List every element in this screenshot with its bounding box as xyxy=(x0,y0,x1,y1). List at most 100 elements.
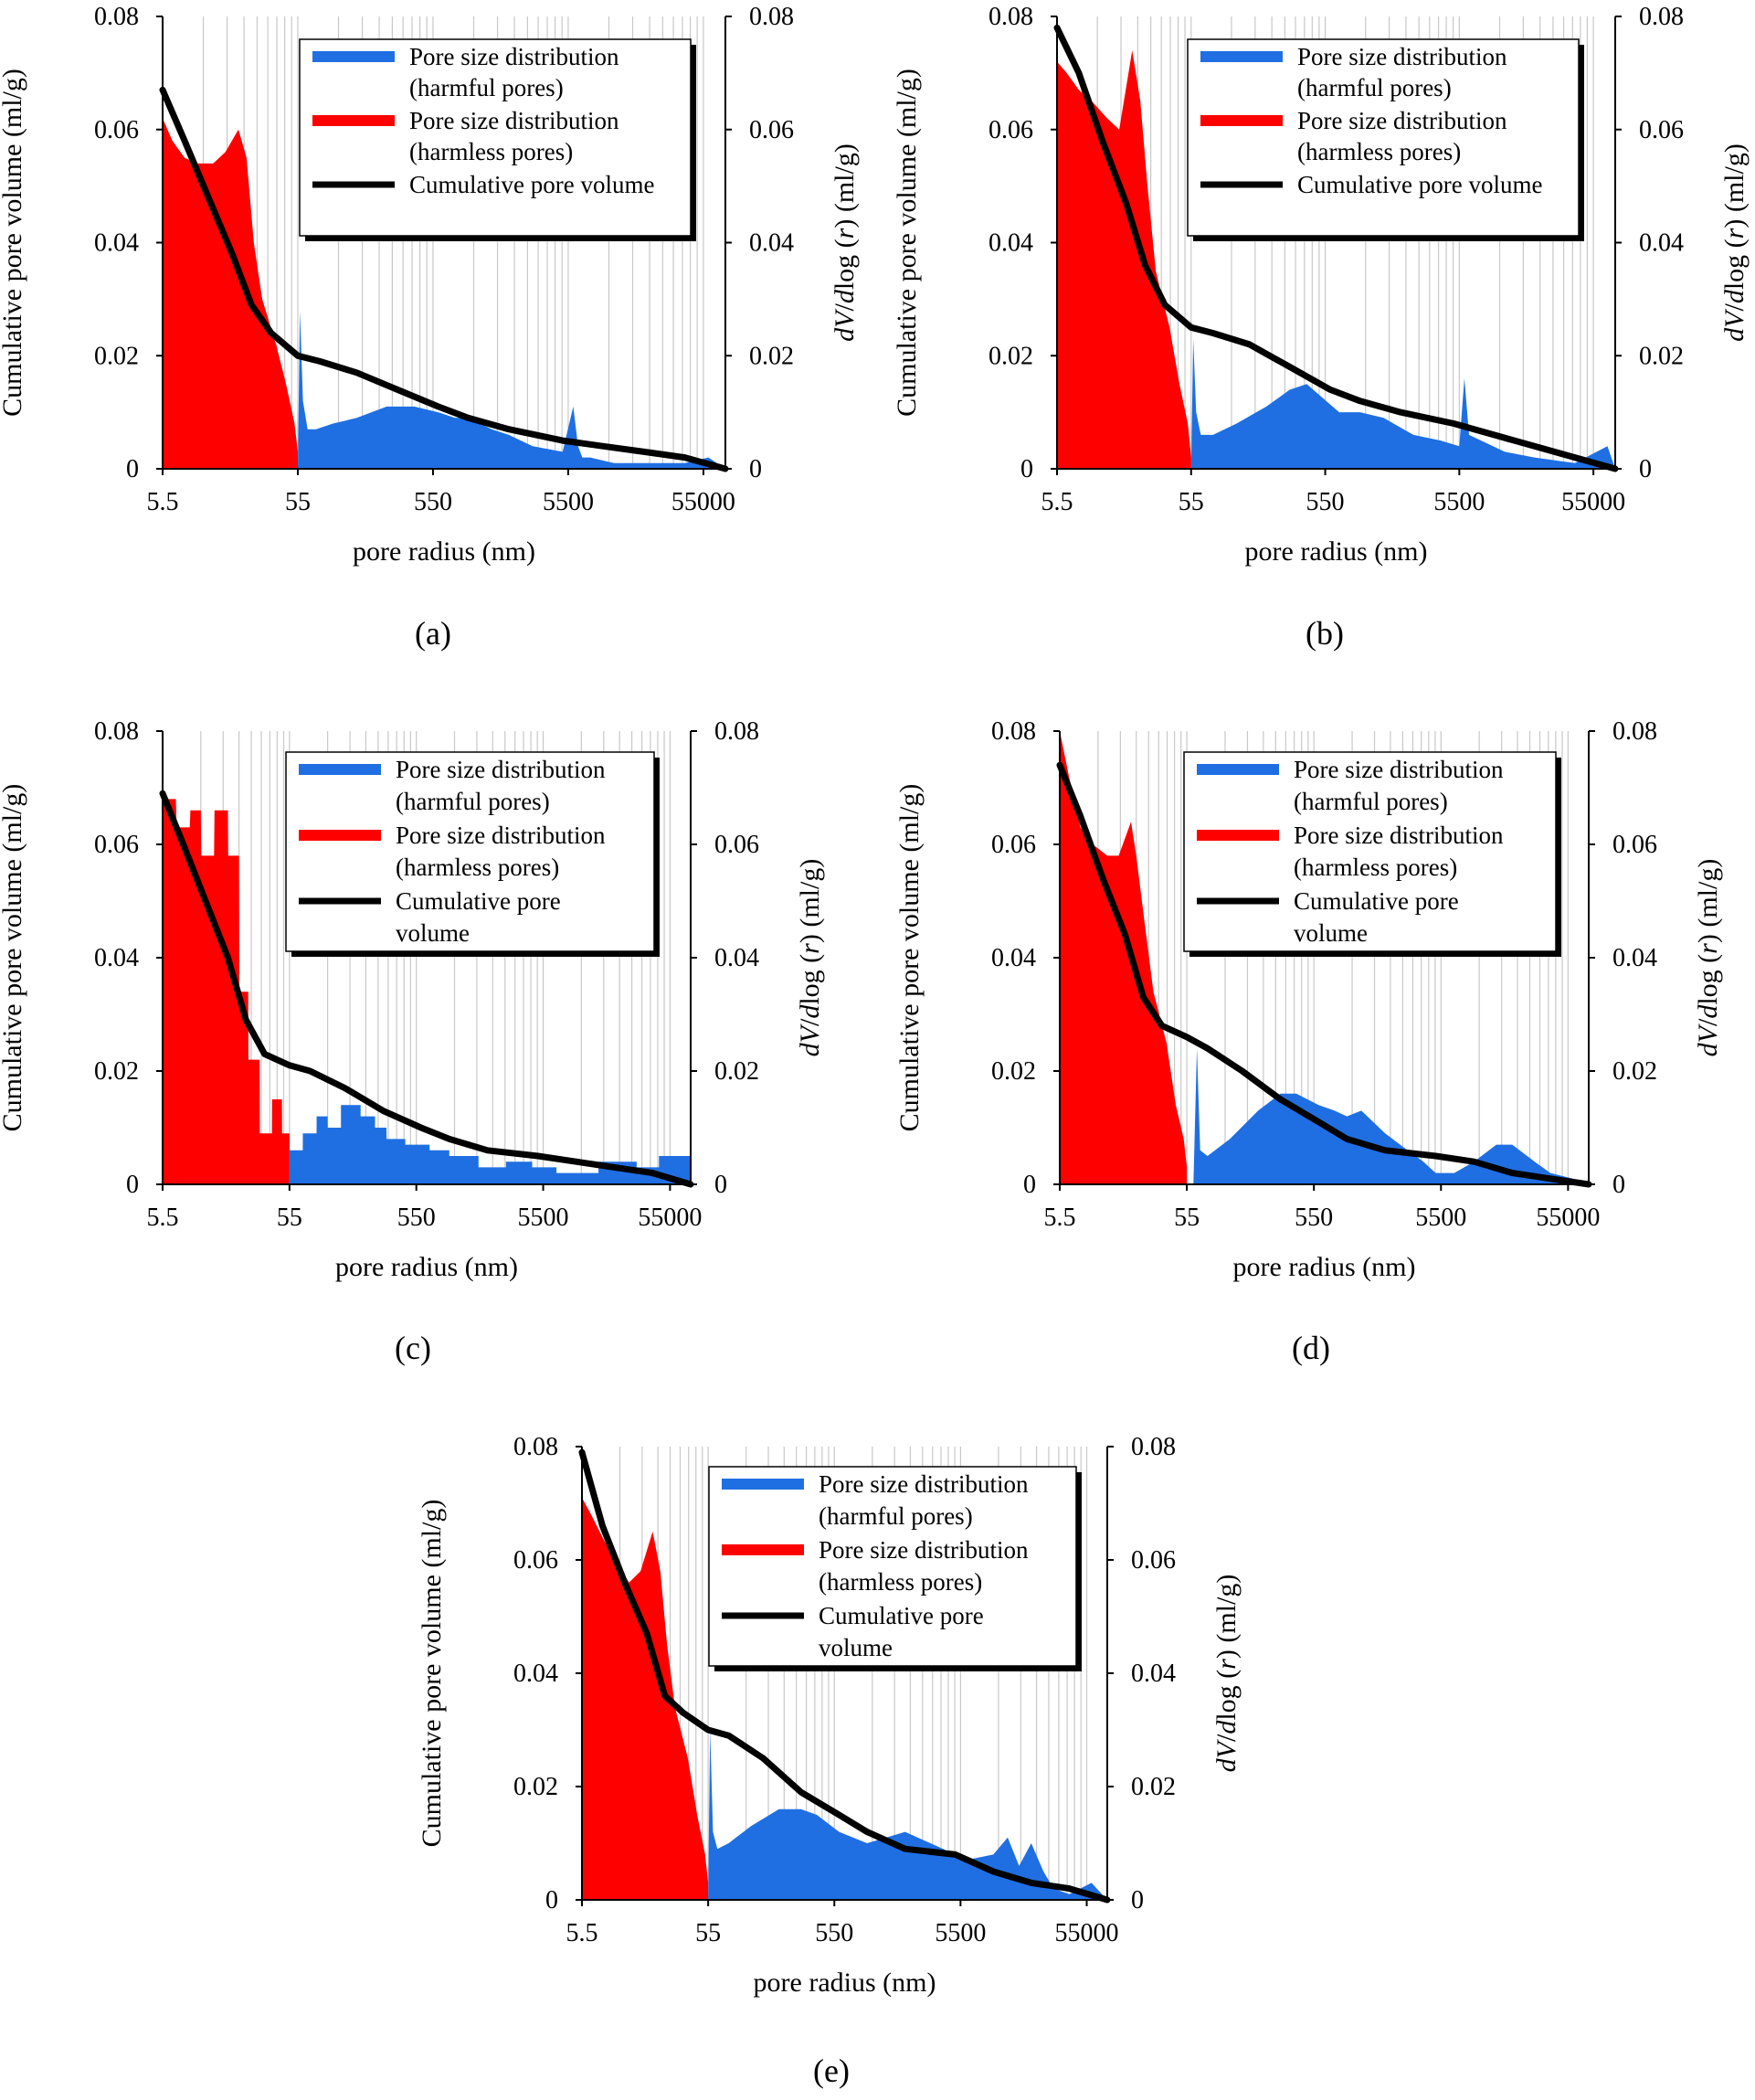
y-tick-label-left: 0.06 xyxy=(513,1546,558,1575)
x-axis-label: pore radius (nm) xyxy=(1245,536,1428,567)
legend-swatch-harmless xyxy=(1200,115,1283,126)
x-tick-label: 5500 xyxy=(1433,488,1485,516)
y-axis-label-right-part: r xyxy=(1719,228,1750,239)
chart-panel-d: 0 0 0.02 0.02 0.04 0.04 0.06 0.06 0.08 0.08 5.5 55 5… xyxy=(894,717,1723,1366)
x-tick-label: 5500 xyxy=(935,1919,986,1947)
panel-caption: (d) xyxy=(1292,1330,1330,1366)
legend-label: (harmless pores) xyxy=(409,138,573,165)
y-axis-label-right-part: dV xyxy=(795,1023,825,1056)
x-tick-label: 55 xyxy=(1179,488,1204,516)
legend-box xyxy=(708,1466,1077,1667)
panel-caption: (e) xyxy=(813,2052,850,2089)
x-tick-label: 5.5 xyxy=(566,1919,598,1947)
panel-caption: (c) xyxy=(395,1330,431,1366)
legend-label: (harmless pores) xyxy=(396,854,559,881)
series-area-harmful xyxy=(297,310,725,469)
y-tick-label-right: 0.06 xyxy=(714,831,759,859)
legend-swatch-harmful xyxy=(312,51,395,62)
x-tick-label: 550 xyxy=(414,488,452,516)
y-tick-label-left: 0.04 xyxy=(94,944,139,972)
y-axis-label-right-part: d xyxy=(830,289,860,303)
y-tick-label-right: 0 xyxy=(1612,1171,1625,1199)
y-tick-label-left: 0.02 xyxy=(513,1773,558,1801)
y-tick-label-right: 0.06 xyxy=(1639,116,1684,144)
y-tick-label-right: 0.04 xyxy=(1639,229,1684,258)
legend-label: Pore size distribution xyxy=(396,756,606,783)
y-tick-label-right: 0.02 xyxy=(1612,1057,1657,1086)
y-axis-label-left: Cumulative pore volume (ml/g) xyxy=(417,1500,447,1848)
series-line-cumulative xyxy=(159,790,694,1188)
y-axis-label-right-part: log ( xyxy=(1211,1670,1242,1721)
y-axis-label-right: dV/dlog (r) (ml/g) xyxy=(795,859,825,1057)
y-tick-label-left: 0.06 xyxy=(94,831,139,859)
y-tick-label-right: 0.08 xyxy=(1639,3,1684,31)
y-tick-label-right: 0.08 xyxy=(749,3,794,31)
legend-swatch-harmless xyxy=(722,1544,804,1555)
y-axis-label-right-part: r xyxy=(830,228,860,239)
x-axis-label: pore radius (nm) xyxy=(754,1967,936,1998)
y-tick-label-right: 0.08 xyxy=(714,717,759,746)
y-axis-label-right-part: r xyxy=(1211,1659,1242,1670)
y-tick-label-left: 0.04 xyxy=(991,944,1036,972)
legend-label: (harmful pores) xyxy=(409,74,564,101)
y-tick-label-left: 0.04 xyxy=(989,229,1033,258)
series-line-cumulative xyxy=(1053,24,1619,472)
series-area-harmless xyxy=(163,799,290,1184)
y-tick-label-left: 0.08 xyxy=(94,717,139,746)
y-tick-label-right: 0.04 xyxy=(1612,944,1657,972)
y-tick-label-right: 0.02 xyxy=(1131,1773,1176,1801)
legend-swatch-harmful xyxy=(299,764,381,775)
x-tick-label: 5.5 xyxy=(147,1204,179,1232)
chart-panel-e: 0 0 0.02 0.02 0.04 0.04 0.06 0.06 0.08 0.08 5.5 55 5… xyxy=(417,1433,1242,2089)
y-tick-label-left: 0.04 xyxy=(94,229,139,258)
legend-swatch-harmless xyxy=(299,830,381,841)
legend-box xyxy=(285,751,655,952)
y-tick-label-right: 0.08 xyxy=(1612,717,1657,746)
legend-label: Cumulative pore volume xyxy=(1297,171,1542,198)
chart-panel-a: 0 0 0.02 0.02 0.04 0.04 0.06 0.06 0.08 0.08 5.5 55 5… xyxy=(0,3,860,652)
legend-label: Cumulative pore volume xyxy=(409,171,654,198)
y-tick-label-right: 0 xyxy=(1131,1886,1144,1914)
legend-label: volume xyxy=(819,1634,893,1661)
y-tick-label-right: 0.04 xyxy=(714,944,759,972)
y-axis-label-right-part: / xyxy=(795,1018,825,1026)
y-tick-label-left: 0.02 xyxy=(94,1057,139,1086)
legend-box xyxy=(1187,38,1580,237)
legend-label: Cumulative pore xyxy=(1294,887,1459,915)
x-tick-label: 550 xyxy=(397,1204,436,1232)
x-tick-label: 55000 xyxy=(1055,1919,1119,1947)
legend-label: (harmful pores) xyxy=(1297,74,1452,101)
x-tick-label: 550 xyxy=(1295,1204,1333,1232)
y-axis-label-right-part: / xyxy=(1211,1734,1242,1742)
y-axis-label-left: Cumulative pore volume (ml/g) xyxy=(892,69,922,417)
series-area-harmful xyxy=(1190,338,1615,469)
y-tick-label-left: 0.08 xyxy=(991,717,1036,746)
legend-label: volume xyxy=(1294,919,1368,947)
y-axis-label-right-part: / xyxy=(830,303,860,312)
y-tick-label-left: 0.02 xyxy=(94,342,139,370)
panel-caption: (b) xyxy=(1306,615,1344,652)
legend-label: Pore size distribution xyxy=(1297,43,1507,70)
series-line-cumulative xyxy=(159,86,729,472)
y-axis-label-right-part: d xyxy=(795,1004,825,1019)
y-tick-label-left: 0 xyxy=(1020,455,1033,483)
y-axis-label-right-part: ) (ml/g) xyxy=(830,143,860,228)
legend-swatch-harmless xyxy=(312,115,395,126)
legend: Pore size distribution (harmful pores) Por… xyxy=(1183,751,1561,957)
y-axis-label-right: dV/dlog (r) (ml/g) xyxy=(1693,859,1723,1057)
legend-label: (harmless pores) xyxy=(1294,854,1457,881)
legend-box xyxy=(299,38,692,237)
y-axis-label-right-part: / xyxy=(1719,303,1750,312)
y-axis-label-right-part: dV xyxy=(830,308,860,342)
x-tick-label: 550 xyxy=(1306,488,1345,516)
legend-swatch-harmful xyxy=(1197,764,1279,775)
y-axis-label-right-part: d xyxy=(1211,1720,1242,1734)
x-tick-label: 5500 xyxy=(1415,1204,1466,1232)
legend-swatch-harmful xyxy=(722,1479,804,1490)
y-tick-label-right: 0.06 xyxy=(1131,1546,1176,1575)
y-axis-label-right-part: dV xyxy=(1211,1738,1242,1772)
legend-label: (harmful pores) xyxy=(396,788,550,815)
y-axis-label-right-part: ) (ml/g) xyxy=(1693,859,1723,943)
y-axis-label-right: dV/dlog (r) (ml/g) xyxy=(1719,143,1750,342)
series-area-harmless xyxy=(163,118,298,469)
